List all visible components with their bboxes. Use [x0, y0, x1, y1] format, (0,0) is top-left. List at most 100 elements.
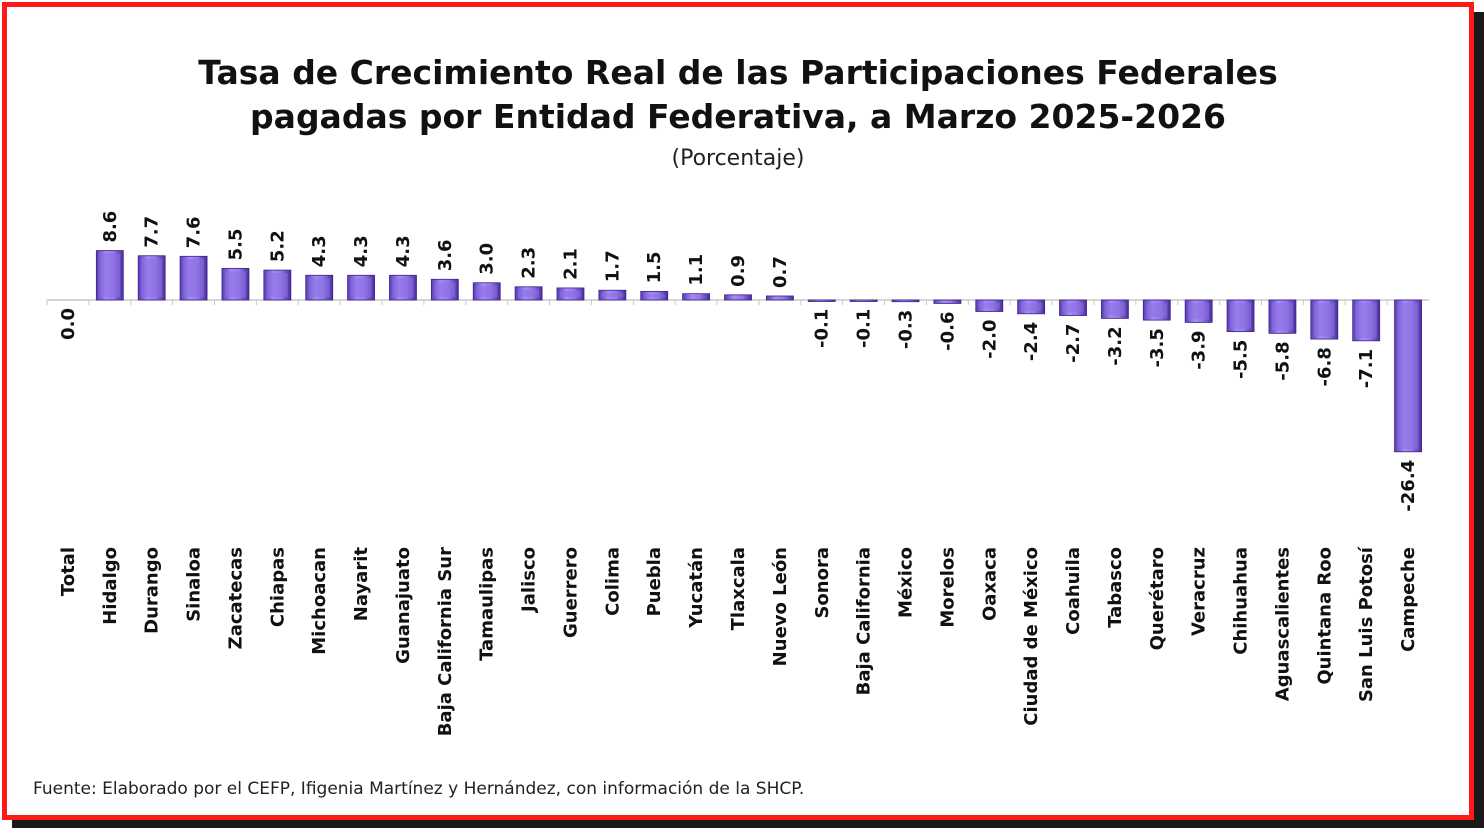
bar-31: [1352, 299, 1381, 342]
value-label: 0.7: [770, 256, 791, 288]
category-label: Chiapas: [267, 547, 288, 627]
bar-28: [1226, 299, 1255, 333]
bar-5: [263, 269, 292, 301]
bar-19: [849, 299, 878, 302]
value-label: -3.9: [1189, 330, 1210, 369]
category-label: San Luis Potosí: [1356, 546, 1377, 702]
category-label: Oaxaca: [979, 547, 1000, 621]
value-label: 1.1: [686, 254, 707, 286]
value-label: 3.0: [477, 243, 498, 275]
value-label: -6.8: [1314, 347, 1335, 386]
bar-7: [347, 274, 375, 301]
category-label: Tabasco: [1105, 547, 1126, 628]
chart-frame: Tasa de Crecimiento Real de las Particip…: [2, 2, 1474, 820]
bar-32: [1394, 299, 1422, 453]
bar-10: [472, 282, 501, 301]
value-label: -7.1: [1356, 349, 1377, 388]
value-label: 7.6: [184, 216, 205, 248]
category-label: México: [896, 547, 917, 618]
chart-title-line-1: Tasa de Crecimiento Real de las Particip…: [198, 53, 1278, 92]
value-label: 4.3: [393, 235, 414, 267]
bar-chart: 0.0 8.6 7.7 7.6 5.5 5.2 4.3 4.3 4.3 3.6 3.0 2.3 2.1 1…: [46, 211, 1429, 736]
category-label: Querétaro: [1147, 547, 1168, 650]
category-label: Puebla: [644, 547, 665, 616]
bar-6: [305, 274, 334, 301]
category-label: Veracruz: [1189, 547, 1210, 636]
bar-18: [807, 299, 836, 302]
value-label: -0.6: [937, 311, 958, 350]
category-label: Hidalgo: [100, 547, 121, 625]
category-label: Morelos: [937, 547, 958, 628]
value-label: -5.8: [1272, 341, 1293, 380]
category-label: Nayarit: [351, 547, 372, 622]
value-label: -3.5: [1147, 328, 1168, 367]
category-label: Coahuila: [1063, 547, 1084, 635]
category-label: Colima: [602, 547, 623, 616]
category-label: Baja California Sur: [435, 547, 456, 736]
value-label: 8.6: [100, 211, 121, 243]
bar-17: [765, 295, 794, 301]
value-label: 4.3: [351, 235, 372, 267]
value-label: -0.3: [896, 310, 917, 349]
value-label: -2.7: [1063, 324, 1084, 363]
category-label: Durango: [142, 547, 163, 634]
bar-8: [389, 274, 417, 301]
category-label: Sinaloa: [184, 547, 205, 622]
bar-23: [1017, 299, 1046, 315]
bar-26: [1142, 299, 1171, 321]
category-label: Guerrero: [560, 547, 581, 638]
value-label: 2.1: [560, 248, 581, 280]
value-label: 0.0: [58, 308, 79, 340]
bar-3: [179, 255, 208, 301]
value-label: 3.6: [435, 239, 456, 271]
bar-27: [1184, 299, 1213, 323]
chart-title-line-2: pagadas por Entidad Federativa, a Marzo …: [250, 97, 1226, 136]
bar-25: [1101, 299, 1129, 319]
category-label: Yucatán: [686, 547, 707, 629]
category-label: Aguascalientes: [1272, 547, 1293, 701]
bar-9: [430, 278, 459, 301]
bar-16: [724, 294, 752, 301]
category-label: Campeche: [1398, 547, 1419, 652]
value-label: -3.2: [1105, 326, 1126, 365]
bar-4: [221, 267, 250, 301]
value-label: -0.1: [812, 309, 833, 348]
category-label: Total: [58, 547, 79, 596]
bar-2: [137, 255, 166, 301]
chart-title: Tasa de Crecimiento Real de las Particip…: [7, 51, 1469, 139]
value-label: 5.2: [267, 230, 288, 262]
category-label: Ciudad de México: [1021, 547, 1042, 726]
category-label: Tlaxcala: [728, 547, 749, 630]
bar-30: [1310, 299, 1339, 340]
category-label: Michoacan: [309, 547, 330, 655]
value-label: 4.3: [309, 235, 330, 267]
bar-11: [514, 286, 543, 301]
category-label: Chihuahua: [1231, 547, 1252, 655]
value-label: -0.1: [854, 309, 875, 348]
value-label: 7.7: [142, 216, 163, 248]
value-label: 5.5: [225, 228, 246, 260]
value-label: -2.0: [979, 320, 1000, 359]
bar-21: [933, 299, 962, 304]
bar-24: [1059, 299, 1087, 316]
value-label: -26.4: [1398, 460, 1419, 512]
bar-15: [682, 293, 711, 301]
bar-29: [1268, 299, 1297, 334]
bar-20: [891, 299, 920, 303]
category-label: Tamaulipas: [477, 547, 498, 661]
value-label: 0.9: [728, 255, 749, 287]
category-label: Nuevo León: [770, 547, 791, 666]
category-label: Guanajuato: [393, 547, 414, 664]
value-label: 1.5: [644, 251, 665, 283]
bar-22: [975, 299, 1004, 312]
chart-subtitle: (Porcentaje): [671, 146, 805, 171]
value-label: 2.3: [519, 247, 540, 279]
category-label: Quintana Roo: [1314, 547, 1335, 685]
bar-12: [556, 287, 585, 301]
bar-1: [95, 250, 124, 301]
value-label: 1.7: [602, 250, 623, 282]
bar-13: [598, 289, 627, 301]
value-label: -2.4: [1021, 322, 1042, 361]
category-label: Sonora: [812, 547, 833, 619]
category-label: Zacatecas: [225, 547, 246, 649]
